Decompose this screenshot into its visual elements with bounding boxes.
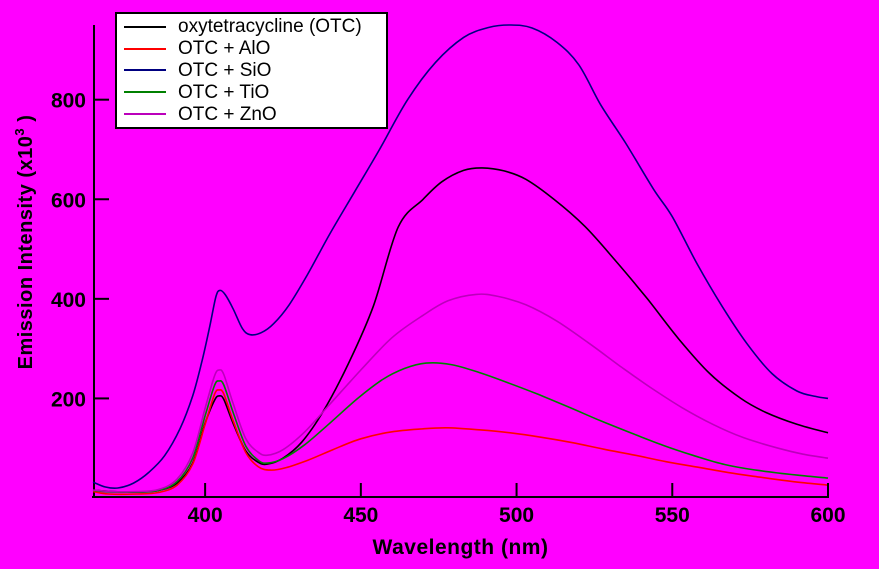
legend-item: OTC + ZnO [124,104,386,125]
y-axis-title-superscript: 3 [12,127,28,136]
legend-line-swatch [124,91,166,94]
series-curve-oxytetracycline-otc- [92,167,829,493]
legend-label: oxytetracycline (OTC) [178,16,362,38]
x-tick-label: 450 [343,504,378,527]
y-tick-label: 400 [51,289,86,312]
legend-label: OTC + TiO [178,81,270,103]
legend-item: OTC + AlO [124,38,386,59]
y-axis-title-text: Emission Intensity (x10 [14,135,37,370]
series-curve-otc-alo [92,389,829,496]
series-curve-otc-zno [92,293,829,493]
x-tick-label: 400 [188,504,223,527]
x-tick-label: 550 [655,504,690,527]
y-axis-title-close: ) [14,114,37,128]
x-axis-title: Wavelength (nm) [372,536,549,559]
axis-ticks [95,98,829,496]
x-tick-label: 500 [499,504,534,527]
legend-label: OTC + AlO [178,38,271,60]
legend-line-swatch [124,113,166,116]
legend-item: OTC + SiO [124,60,386,81]
y-tick-label: 200 [51,388,86,411]
legend-item: OTC + TiO [124,82,386,103]
series-curve-otc-tio [92,362,829,494]
legend-label: OTC + ZnO [178,103,277,125]
axis-tick-labels: 400 450 500 550 600 200 400 600 800 [51,90,846,527]
legend-line-swatch [124,25,166,28]
legend-label: OTC + SiO [178,59,272,81]
x-tick-label: 600 [810,504,845,527]
series-curve-otc-sio [92,24,829,490]
y-tick-label: 800 [51,90,86,113]
legend-item: oxytetracycline (OTC) [124,16,386,37]
axes [92,25,829,498]
y-tick-label: 600 [51,189,86,212]
legend-box: oxytetracycline (OTC) OTC + AlO OTC + SiO O… [115,12,388,129]
legend-line-swatch [124,47,166,50]
legend-line-swatch [124,69,166,72]
spectra-curves [92,24,829,496]
